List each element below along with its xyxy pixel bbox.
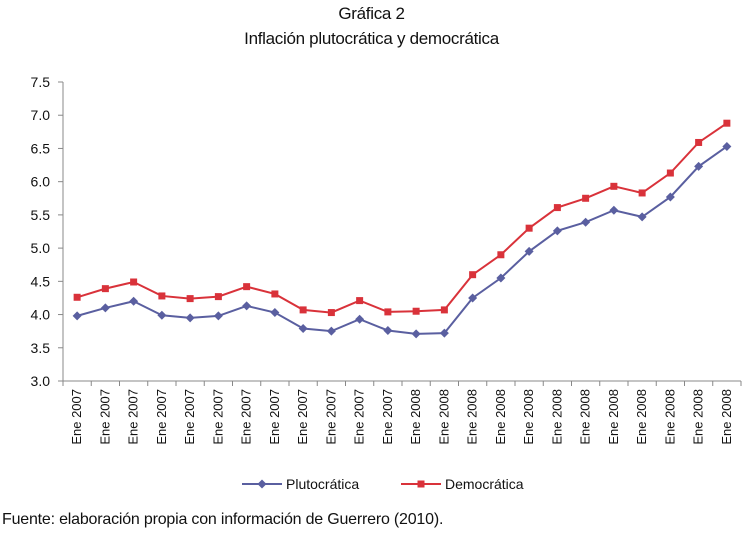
data-point [327,309,335,317]
legend-marker-1 [257,479,267,489]
x-tick-label: Ene 2008 [436,389,451,445]
x-tick-label: Ene 2008 [578,389,593,445]
data-point [439,328,449,338]
y-tick-label: 3.0 [31,373,51,389]
x-tick-label: Ene 2007 [295,389,310,445]
data-point [271,290,279,298]
data-point [326,326,336,336]
x-tick-label: Ene 2008 [691,389,706,445]
data-point [497,251,505,259]
data-point [383,326,393,336]
data-point [610,182,618,190]
y-tick-label: 5.0 [31,240,51,256]
x-tick-label: Ene 2007 [182,389,197,445]
x-tick-label: Ene 2007 [380,389,395,445]
y-tick-label: 5.5 [31,207,51,223]
y-tick-label: 3.5 [31,340,51,356]
x-tick-label: Ene 2007 [97,389,112,445]
line-chart: 3.0 3.5 4.0 4.5 5.0 5.5 6.0 6.5 7.0 7.5 Ene 2007 En… [31,74,742,492]
data-point [524,246,534,256]
data-point [666,169,674,177]
data-point [553,204,561,212]
x-tick-label: Ene 2007 [69,389,84,445]
data-point [356,297,364,305]
data-point [213,311,223,321]
data-point [214,293,222,301]
series-line-2 [76,122,728,314]
data-point [243,283,251,291]
data-point [582,194,590,202]
x-tick-label: Ene 2007 [154,389,169,445]
data-point [468,293,478,303]
legend-label-2: Democrática [445,476,524,492]
data-point [186,295,194,303]
data-point [552,226,562,236]
x-tick-label: Ene 2008 [634,389,649,445]
data-point [355,314,365,324]
series-line-1 [76,145,728,335]
y-tick-label: 7.0 [31,107,51,123]
y-tick-label: 6.0 [31,174,51,190]
source-note: Fuente: elaboración propia con informaci… [2,511,444,528]
chart-subtitle: Inflación plutocrática y democrática [244,29,499,48]
data-point [469,271,477,279]
data-point [73,293,81,301]
x-tick-label: Ene 2008 [493,389,508,445]
data-point [157,310,167,320]
data-point [298,324,308,334]
x-tick-label: Ene 2007 [323,389,338,445]
data-point [299,306,307,314]
x-tick-label: Ene 2008 [719,389,734,445]
x-tick-label: Ene 2008 [606,389,621,445]
y-tick-label: 4.5 [31,273,51,289]
legend-marker-2 [417,480,425,488]
data-point [384,308,392,316]
data-point [694,161,704,171]
data-point [72,311,82,321]
data-point [695,138,703,146]
y-tick-label: 6.5 [31,140,51,156]
legend-label-1: Plutocrática [286,476,359,492]
y-tick-label: 4.0 [31,307,51,323]
data-point [581,217,591,227]
x-tick-label: Ene 2008 [521,389,536,445]
data-point [638,189,646,197]
x-tick-label: Ene 2007 [126,389,141,445]
x-tick-label: Ene 2008 [549,389,564,445]
data-point [270,308,280,318]
x-tick-label: Ene 2007 [239,389,254,445]
chart-title: Gráfica 2 [338,4,405,23]
data-point [129,296,139,306]
data-point [665,192,675,202]
x-tick-label: Ene 2008 [465,389,480,445]
data-point [101,285,109,293]
data-point [185,313,195,323]
data-point [440,306,448,314]
data-point [412,307,420,315]
x-tick-label: Ene 2007 [210,389,225,445]
y-tick-label: 7.5 [31,74,51,90]
data-point [637,212,647,222]
data-point [242,301,252,311]
x-tick-label: Ene 2007 [352,389,367,445]
data-point [525,224,533,232]
data-point [100,303,110,313]
data-point [609,205,619,215]
x-tick-label: Ene 2008 [408,389,423,445]
data-point [496,273,506,283]
data-point [723,119,731,127]
data-point [158,292,166,300]
data-point [722,141,732,151]
data-point [411,329,421,339]
data-point [130,278,138,286]
x-tick-label: Ene 2008 [662,389,677,445]
x-tick-label: Ene 2007 [267,389,282,445]
